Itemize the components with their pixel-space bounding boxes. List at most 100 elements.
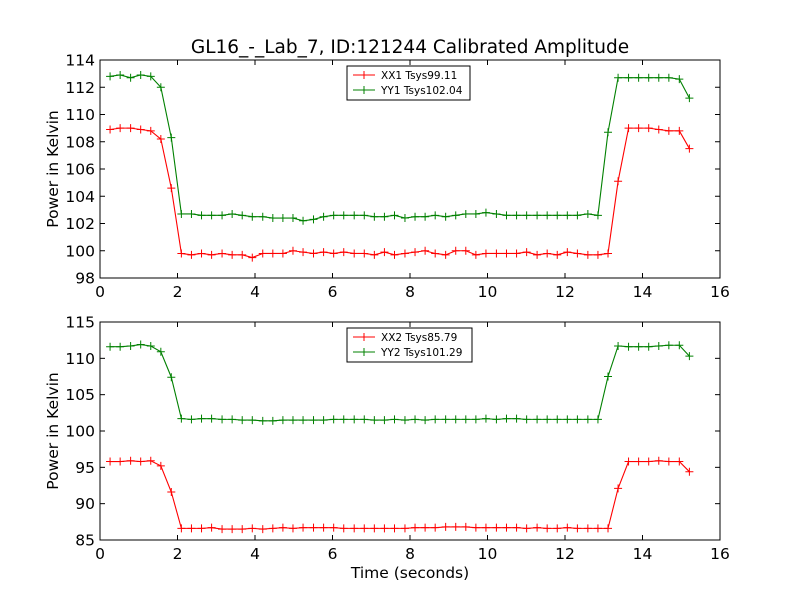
legend-item: XX1 Tsys99.11 [353,70,457,82]
x-tick-label: 10 [478,283,498,301]
data-point-marker [400,249,409,258]
data-point-marker [502,249,511,258]
data-point-marker [228,209,237,218]
x-tick-label: 10 [478,545,498,563]
data-point-marker [248,253,257,262]
data-point-marker [624,342,633,351]
data-point-marker [492,209,501,218]
data-point-marker [624,457,633,466]
data-point-marker [136,340,145,349]
data-point-marker [360,415,369,424]
data-point-marker [106,457,115,466]
data-point-marker [471,250,480,259]
legend: XX2 Tsys85.79 YY2 Tsys101.29 [346,327,473,363]
data-point-marker [573,249,582,258]
data-point-marker [370,212,379,221]
chart-title: GL16_-_Lab_7, ID:121244 Calibrated Ampli… [191,37,629,58]
data-point-marker [583,524,592,533]
data-point-marker [492,523,501,532]
data-point-marker [248,524,257,533]
x-tick-label: 8 [405,283,415,301]
series-2 [106,340,694,425]
data-point-marker [167,373,176,382]
data-point-marker [502,211,511,220]
data-point-marker [573,211,582,220]
data-point-marker [675,341,684,350]
data-point-marker [380,248,389,257]
data-point-marker [604,372,613,381]
data-point-marker [146,72,155,81]
legend-marker [360,86,368,94]
data-point-marker [431,523,440,532]
data-point-marker [502,523,511,532]
data-point-marker [685,467,694,476]
data-point-marker [654,456,663,465]
data-point-marker [664,73,673,82]
data-point-marker [106,342,115,351]
x-tick-label: 14 [633,545,653,563]
data-point-marker [411,212,420,221]
data-point-marker [411,415,420,424]
y-tick-label: 112 [65,79,95,97]
data-point-marker [319,416,328,425]
data-point-marker [553,211,562,220]
y-tick-label: 90 [75,495,95,513]
data-point-marker [522,248,531,257]
data-point-marker [167,184,176,193]
data-point-marker [350,249,359,258]
data-point-marker [258,212,267,221]
data-point-marker [390,250,399,259]
series-line [110,127,690,259]
data-point-marker [329,415,338,424]
data-point-marker [604,524,613,533]
data-point-marker [156,135,165,144]
y-tick-label: 115 [65,314,95,332]
data-point-marker [177,524,186,533]
data-point-marker [268,249,277,258]
data-point-marker [329,523,338,532]
legend-item: YY1 Tsys102.04 [353,85,463,97]
data-point-marker [481,249,490,258]
data-point-marker [228,250,237,259]
data-point-marker [563,211,572,220]
data-point-marker [390,211,399,220]
data-point-marker [106,125,115,134]
data-point-marker [268,416,277,425]
data-point-marker [309,523,318,532]
x-tick-label: 8 [405,545,415,563]
data-point-marker [593,415,602,424]
data-point-marker [421,212,430,221]
data-point-marker [136,457,145,466]
data-point-marker [644,124,653,133]
y-tick-label: 100 [65,423,95,441]
data-point-marker [421,416,430,425]
data-point-marker [644,457,653,466]
legend-label: YY1 Tsys102.04 [380,85,463,97]
data-point-marker [218,211,227,220]
data-point-marker [288,524,297,533]
data-point-marker [492,415,501,424]
data-point-marker [593,250,602,259]
data-point-marker [553,524,562,533]
data-point-marker [238,250,247,259]
data-point-marker [167,488,176,497]
data-point-marker [451,211,460,220]
x-tick-label: 16 [710,545,730,563]
data-point-marker [136,125,145,134]
data-point-marker [512,249,521,258]
data-point-marker [624,73,633,82]
data-point-marker [634,124,643,133]
data-point-marker [441,212,450,221]
data-point-marker [634,457,643,466]
data-point-marker [461,415,470,424]
data-point-marker [126,73,135,82]
data-point-marker [441,250,450,259]
data-point-marker [461,522,470,531]
legend-label: XX1 Tsys99.11 [381,70,457,82]
data-point-marker [553,415,562,424]
y-tick-label: 100 [65,242,95,260]
legend-marker [360,333,368,341]
data-point-marker [167,133,176,142]
data-point-marker [238,211,247,220]
